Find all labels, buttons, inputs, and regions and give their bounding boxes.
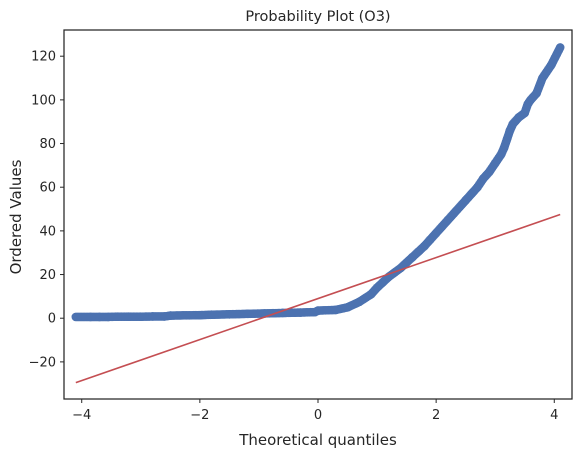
y-tick-label: 80 xyxy=(39,137,56,152)
x-axis: −4 −2 0 2 4 xyxy=(72,399,558,423)
chart-title: Probability Plot (O3) xyxy=(245,9,390,25)
fit-line xyxy=(75,213,561,384)
y-axis: −20 0 20 40 60 80 100 120 xyxy=(29,50,64,370)
x-tick-label: 2 xyxy=(432,408,440,423)
y-tick-label: 20 xyxy=(39,268,56,283)
y-tick-label: 40 xyxy=(39,224,56,239)
y-tick-label: 120 xyxy=(31,50,56,65)
plot-area xyxy=(71,43,565,384)
y-axis-label: Ordered Values xyxy=(7,159,25,274)
x-axis-label: Theoretical quantiles xyxy=(238,431,397,449)
plot-frame xyxy=(63,29,573,400)
x-tick-label: −4 xyxy=(72,408,91,423)
y-tick-label: 0 xyxy=(48,312,56,327)
x-tick-label: 4 xyxy=(550,408,558,423)
x-tick-label: 0 xyxy=(314,408,322,423)
y-tick-label: 100 xyxy=(31,93,56,108)
data-point xyxy=(555,43,565,52)
x-tick-label: −2 xyxy=(190,408,209,423)
y-tick-label: 60 xyxy=(39,181,56,196)
y-tick-label: −20 xyxy=(29,355,56,370)
